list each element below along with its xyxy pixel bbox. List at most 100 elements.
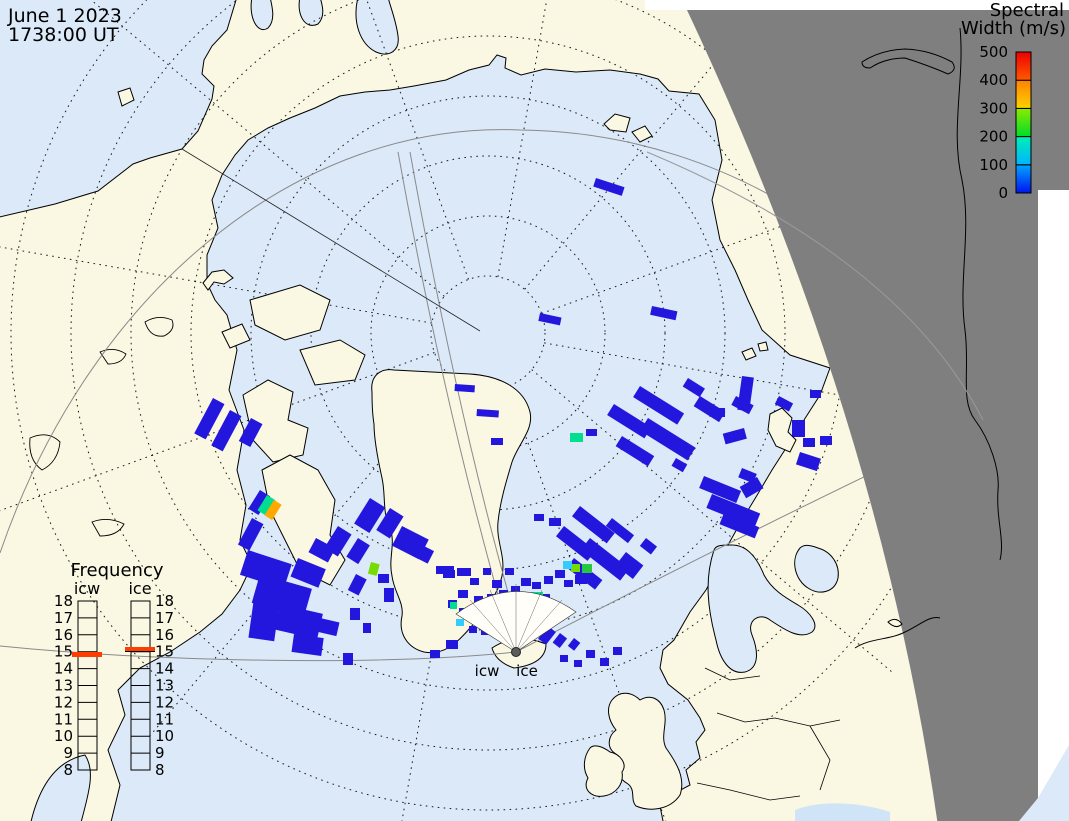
- echo-cell: [532, 582, 541, 589]
- echo-cell: [820, 436, 832, 445]
- echo-cell: [354, 497, 386, 533]
- echo-cell: [274, 604, 323, 640]
- spectral-title-1: Spectral: [990, 0, 1064, 21]
- islands-over-echo: [741, 341, 797, 453]
- echo-cell: [633, 386, 685, 425]
- lake-outline: [144, 317, 174, 337]
- echo-cell: [571, 506, 615, 544]
- echo-cell: [257, 494, 276, 516]
- echo-cell: [457, 568, 471, 576]
- echo-cell: [367, 562, 380, 576]
- echo-cell: [570, 433, 583, 442]
- spectral-colorbar: [1015, 51, 1032, 194]
- freq-tick-left: 15: [54, 643, 73, 661]
- echo-cell: [564, 580, 573, 587]
- echo-cell: [450, 602, 457, 609]
- frequency-col-icw: icw: [74, 579, 100, 598]
- echo-cell: [582, 564, 592, 573]
- white-sea: [794, 544, 839, 593]
- freq-tick-right: 14: [155, 660, 174, 678]
- freq-tick-left: 18: [54, 592, 73, 610]
- echo-cell: [458, 590, 468, 598]
- header-time: 1738:00 UT: [8, 24, 119, 46]
- fan-beams: [469, 584, 563, 653]
- echo-cell: [739, 477, 764, 499]
- franz-josef-land: [757, 341, 769, 352]
- echo-cell: [600, 658, 609, 666]
- mediterranean-patch: [795, 803, 890, 821]
- freq-tick-left: 11: [54, 710, 73, 728]
- echo-cell: [586, 429, 597, 436]
- echo-cell: [290, 558, 326, 588]
- freq-tick-right: 8: [155, 761, 165, 779]
- echo-cell: [454, 384, 475, 393]
- echo-cell: [586, 650, 595, 658]
- dateline: [181, 148, 481, 332]
- echo-cell: [350, 608, 360, 620]
- island-layer: [29, 87, 683, 810]
- echo-cell: [476, 408, 499, 418]
- echo-cell: [538, 626, 556, 645]
- echo-cell: [316, 618, 340, 637]
- echo-cell: [552, 633, 568, 648]
- echo-cell: [469, 626, 477, 633]
- echo-cell: [593, 178, 625, 196]
- echo-cell: [363, 623, 371, 633]
- echo-cell: [474, 596, 483, 603]
- east-siberian-sea: [0, 0, 237, 218]
- echo-cell: [470, 578, 479, 585]
- freq-tick-right: 10: [155, 727, 174, 745]
- offmap-white-top: [645, 0, 1069, 10]
- franz-josef-land: [741, 347, 757, 361]
- spectral-tick: 400: [979, 71, 1008, 89]
- echo-cell: [264, 500, 282, 521]
- echo-cell: [682, 377, 705, 398]
- echo-cell: [456, 619, 464, 626]
- echo-cell: [347, 574, 367, 596]
- arctic-island: [221, 323, 251, 349]
- arctic-island: [249, 284, 331, 341]
- radar-fan: [455, 584, 577, 657]
- coast-on-gray: [854, 27, 1003, 649]
- echo-cell: [640, 417, 696, 461]
- inner-sea-layer: [707, 544, 890, 821]
- freq-marker-icw: [72, 652, 102, 657]
- echo-cell: [291, 634, 324, 657]
- freq-tick-left: 17: [54, 609, 73, 627]
- radar-site-dot: [511, 647, 521, 657]
- echo-cell: [574, 660, 582, 667]
- hudson-inlet: [30, 754, 91, 821]
- echo-cell: [343, 653, 353, 665]
- spectral-legend: Spectral Width (m/s) 500 400 300 200 100 0: [961, 0, 1066, 202]
- echo-cell: [580, 537, 630, 581]
- echo-cell: [211, 410, 242, 452]
- echo-cell: [575, 575, 587, 584]
- echo-cell: [376, 508, 404, 539]
- echo-cell: [560, 655, 568, 662]
- echo-cell: [671, 458, 688, 473]
- echo-cell: [650, 306, 678, 321]
- echo-cell: [544, 576, 553, 584]
- freq-tick-right: 9: [155, 744, 165, 762]
- offmap-gray-wedge: [687, 10, 1069, 821]
- echo-cell: [549, 518, 561, 526]
- freq-tick-left: 13: [54, 677, 73, 695]
- echo-cell: [731, 395, 754, 415]
- echo-cell: [384, 588, 394, 602]
- echo-cell: [792, 420, 805, 437]
- echo-cell: [378, 574, 389, 583]
- uk-great-britain: [608, 692, 683, 810]
- wrangel-island: [202, 269, 234, 291]
- radar-label-icw: icw: [475, 662, 500, 680]
- lake-outline: [29, 434, 61, 471]
- echo-cell: [567, 638, 581, 651]
- ireland: [583, 745, 625, 797]
- echo-cell: [238, 418, 263, 448]
- freq-tick-right: 17: [155, 609, 174, 627]
- header-date: June 1 2023: [7, 5, 122, 27]
- freq-tick-left: 12: [54, 693, 73, 711]
- echo-cell: [194, 398, 225, 440]
